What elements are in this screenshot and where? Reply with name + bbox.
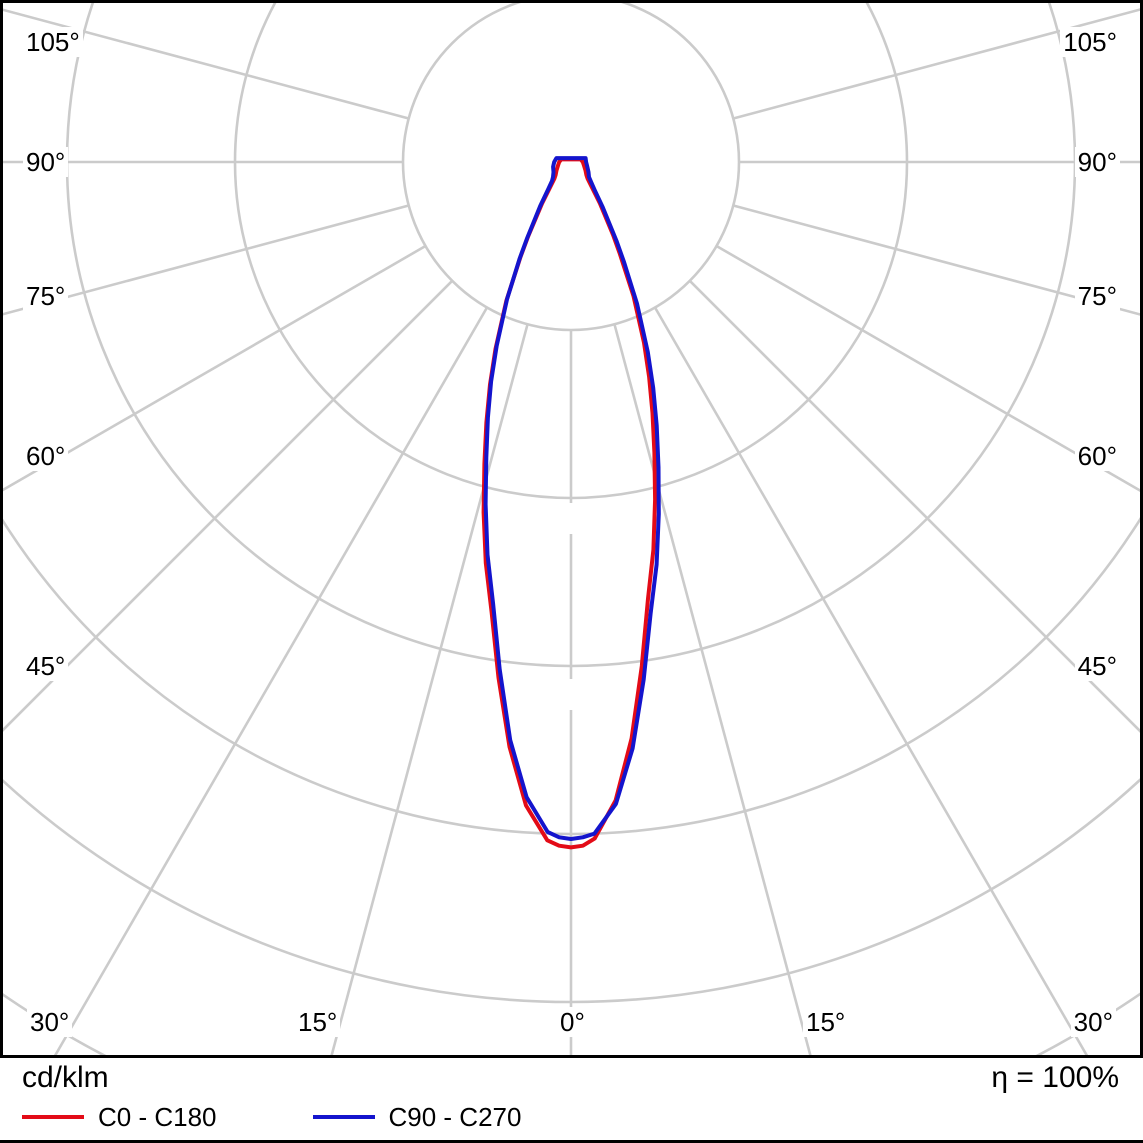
legend-label-c90-c270: C90 - C270 — [388, 1102, 522, 1132]
angle-label: 105° — [23, 27, 83, 57]
angle-label: 60° — [1074, 441, 1120, 471]
angle-label: 105° — [1060, 27, 1120, 57]
unit-label: cd/klm — [22, 1061, 109, 1094]
angle-label: 30° — [27, 1007, 73, 1037]
angle-label: 75° — [1074, 281, 1120, 311]
angle-label: 0° — [557, 1007, 588, 1037]
legend: cd/klm η = 100% C0 - C180 C90 - C270 — [0, 1058, 1143, 1143]
angle-label: 45° — [1074, 651, 1120, 681]
angle-label: 30° — [1070, 1007, 1116, 1037]
legend-item-c0-c180: C0 - C180 — [22, 1103, 217, 1131]
angle-label: 90° — [1074, 147, 1120, 177]
legend-header-row: cd/klm η = 100% — [22, 1062, 1119, 1094]
angle-label: 90° — [23, 147, 69, 177]
polar-plot-area: 105° 90° 75° 60° 45° 105° 90° 75° 60° 45° 30° 15° 0°… — [0, 0, 1143, 1058]
efficiency-label: η = 100% — [991, 1061, 1119, 1094]
legend-swatch-c0-c180 — [22, 1115, 84, 1119]
angle-label: 15° — [295, 1007, 341, 1037]
angle-label: 60° — [23, 441, 69, 471]
legend-label-c0-c180: C0 - C180 — [98, 1102, 217, 1132]
legend-swatch-c90-c270 — [312, 1115, 375, 1119]
curve-c90-c270 — [483, 156, 661, 841]
angle-label: 45° — [23, 651, 69, 681]
angle-label: 15° — [803, 1007, 849, 1037]
polar-chart-svg — [3, 3, 1140, 1055]
ring-value-box — [543, 679, 599, 710]
legend-items: C0 - C180 C90 - C270 — [22, 1103, 1119, 1131]
ring-value-box — [543, 503, 599, 534]
legend-item-c90-c270: C90 - C270 — [312, 1102, 522, 1132]
angle-label: 75° — [23, 281, 69, 311]
